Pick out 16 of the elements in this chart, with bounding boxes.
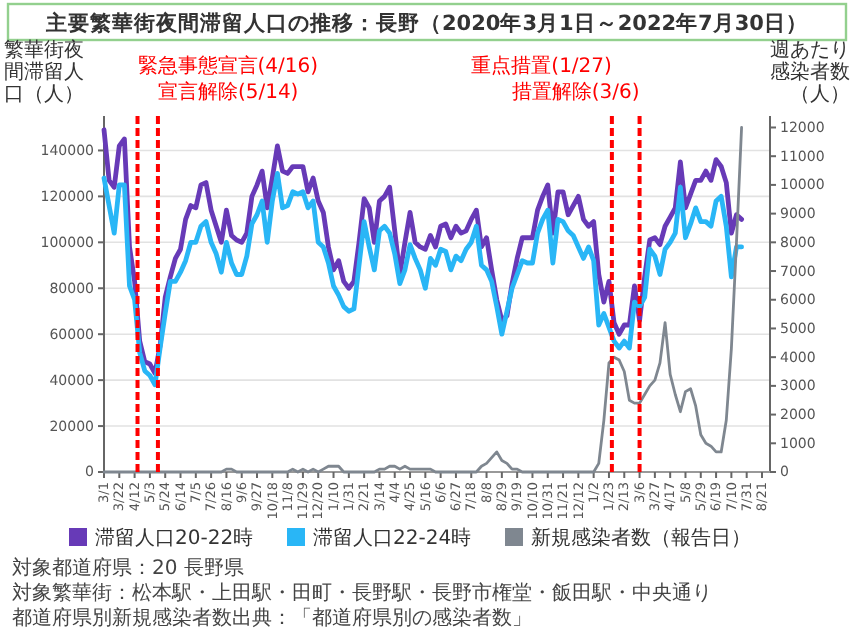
ref-line-label: 措置解除(3/6): [511, 80, 640, 104]
text: 対象都道府県：20 長野県: [12, 556, 244, 580]
ref-line-label: 重点措置(1/27): [471, 54, 613, 78]
text: 都道府県別新規感染者数出典：「都道府県別の感染者数」: [12, 606, 532, 630]
chart-title: 主要繁華街夜間滞留人口の推移：長野（2020年3月1日～2022年7月30日）: [44, 10, 808, 36]
y-axis-title: 繁華街夜間滞留人口（人）: [4, 38, 84, 106]
y2-axis-title: 週あたり感染者数（人）: [770, 40, 850, 106]
legend-label: 新規感染者数（報告日）: [531, 526, 751, 550]
legend-label: 滞留人口22-24時: [313, 526, 472, 550]
line-series: [102, 126, 743, 474]
line-series: [101, 171, 744, 388]
legend-label: 滞留人口20-22時: [95, 526, 254, 550]
text: 対象繁華街：松本駅・上田駅・田町・長野駅・長野市権堂・飯田駅・中央通り: [12, 581, 712, 605]
line-series: [101, 127, 744, 376]
ref-line-label: 緊急事態宣言(4/16): [137, 54, 319, 78]
ref-line-label: 宣言解除(5/14): [157, 80, 299, 104]
